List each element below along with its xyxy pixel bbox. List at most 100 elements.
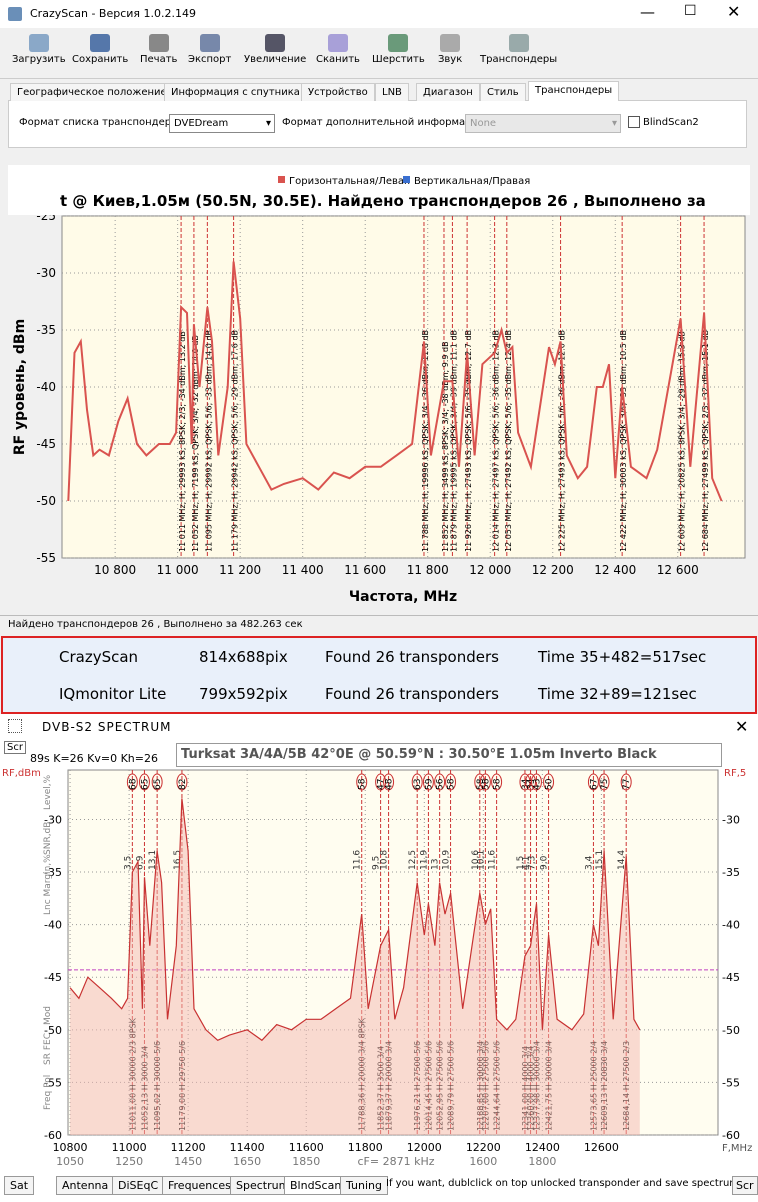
y-tick-label: -55 [44,1076,62,1089]
list-format-select[interactable]: DVEDream ▾ [169,114,275,133]
toolbar-icon [440,34,461,52]
tab[interactable]: Устройство [301,83,375,101]
scr-button[interactable]: Scr [4,741,26,754]
level-badge [474,773,486,791]
snr-label: 7,3 [527,856,537,870]
transponder-label: 11 926 MHz; H; 27493 kS; QPSK; 5/6; -35 … [464,330,473,552]
x-tick-label: 10 800 [94,563,136,577]
bottom-tab[interactable]: Spectrum [230,1176,296,1195]
x-axis-label: F,MHz [722,1143,752,1154]
y-tick-label: -40 [44,919,62,932]
level-label: 63 [413,779,423,790]
level-badge [491,773,503,791]
level-badge [479,773,491,791]
tab[interactable]: Информация с спутника [164,83,307,101]
x-tick-label: 12600 [584,1141,619,1154]
scr-button[interactable]: Scr [732,1176,758,1195]
bottom-tab[interactable]: Frequences [162,1176,237,1195]
bottom-tab[interactable]: Antenna [56,1176,115,1195]
toolbar-icon [388,34,409,52]
x-tick-label: 12 400 [594,563,636,577]
transponder-label: 12 609 MHz; H; 20825 kS; 8PSK; 3/4; -29 … [678,331,687,552]
legend-label: Горизонтальная/Левая [289,176,410,187]
close-button[interactable]: ✕ [727,2,741,21]
select-value: None [470,118,497,129]
comparison-cell: IQmonitor Lite [59,685,167,703]
tab[interactable]: Диагазон [416,83,480,101]
y-tick-label: -50 [44,1024,62,1037]
snr-label: 10,9 [442,850,452,870]
transponder-label: 12 225 MHz; H; 27493 kS; QPSK; 5/6; -36 … [558,330,567,552]
y-tick-label-right: -55 [722,1076,740,1089]
y-tick-label-right: -50 [722,1024,740,1037]
x2-tick-label: 1850 [292,1155,320,1168]
toolbar-label: Экспорт [188,54,232,65]
separator [0,78,758,79]
snr-label: 14,4 [617,850,627,870]
toolbar-button[interactable]: Шерстить [372,34,425,74]
transponder-label: 11 095 MHz; H; 29992 kS; QPSK; 5/6; -33 … [204,330,213,552]
x-tick-label: 11 200 [219,563,261,577]
comparison-cell: Time 32+89=121sec [538,685,697,703]
toolbar-button[interactable]: Печать [140,34,177,74]
comparison-cell: Found 26 transponders [325,648,499,666]
tab[interactable]: LNB [375,83,409,101]
transponder-label: 11 852 MHz; H; 3499 kS; 8PSK; 3/4; -38 d… [441,341,450,552]
transponder-label: 12 684 MHz; H; 27499 kS; QPSK; 2/3; -32 … [701,330,710,552]
maximize-button[interactable]: ☐ [684,3,697,19]
toolbar-label: Загрузить [12,54,66,65]
comparison-box: CrazyScan 814x688pix Found 26 transponders… [1,636,757,714]
side-label: SR FEC [43,1033,53,1065]
hint: If you want, dublclick on top unlocked t… [386,1178,740,1189]
checkbox[interactable] [628,116,640,128]
tab[interactable]: Стиль [480,83,526,101]
toolbar-button[interactable]: Сканить [316,34,360,74]
list-format-label: Формат списка транспондеров [19,117,184,128]
bottom-tab[interactable]: Sat [4,1176,35,1195]
y-tick-label: -40 [36,380,56,394]
tab[interactable]: Географическое положение [10,83,174,101]
toolbar-button[interactable]: Звук [438,34,462,74]
chart-title: t @ Киев,1.05м (50.5N, 30.5E). Найдено т… [60,192,706,210]
level-label: 48 [385,778,395,790]
toolbar-icon [90,34,111,52]
level-badge [383,773,395,791]
toolbar-button[interactable]: Экспорт [188,34,231,74]
y-axis-label: RF,dBm [2,768,41,779]
toolbar-button[interactable]: Транспондеры [480,34,557,74]
level-badge [530,773,542,791]
tab[interactable]: Транспондеры [528,81,620,101]
snr-label: 11,6 [488,850,498,870]
comparison-cell: 814x688pix [199,648,288,666]
snr-label: 6,9 [135,855,145,870]
level-label: 43 [532,779,542,790]
transponder-label: 11 011 MHz; H; 29993 kS; 8PSK; 2/3; -34 … [178,331,187,552]
y-tick-label-right: -45 [722,971,740,984]
toolbar-button[interactable]: Загрузить [12,34,66,74]
bottom-tab[interactable]: DiSEqC [112,1176,165,1195]
snr-label: 15,1 [595,850,605,870]
snr-label: 16,5 [173,850,183,870]
x-tick-label: 11800 [348,1141,383,1154]
bottom-tab[interactable]: Tuning [340,1176,389,1195]
bottom-tab[interactable]: BlndScan [284,1176,348,1195]
side-label: Level,% [43,774,53,810]
level-badge [543,773,555,791]
snr-label: 10,8 [380,850,390,870]
toolbar-button[interactable]: Увеличение [244,34,306,74]
minimize-button[interactable]: — [640,3,655,21]
level-badge [525,773,537,791]
toolbar-button[interactable]: Сохранить [72,34,128,74]
close-button[interactable]: ✕ [735,717,749,736]
spectrum-title: DVB-S2 SPECTRUM [42,720,172,734]
toolbar-label: Печать [140,54,178,65]
spectrum-line [69,798,641,1042]
x-tick-label: 11400 [230,1141,265,1154]
x2-tick-label: 1450 [174,1155,202,1168]
spectrum-line [67,261,723,502]
level-label: 65 [140,779,150,790]
toolbar-icon [199,34,220,52]
toolbar-icon [508,34,529,52]
